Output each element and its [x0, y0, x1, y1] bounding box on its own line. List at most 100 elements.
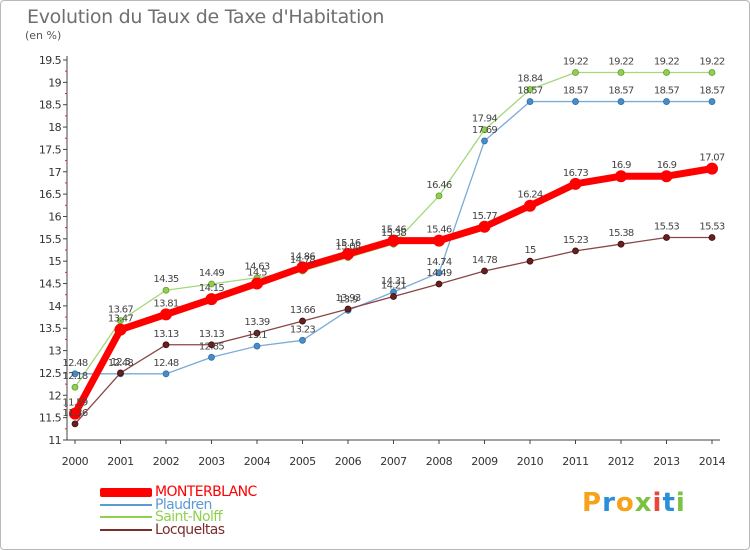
y-tick-label: 14 [48, 300, 61, 313]
data-point [617, 240, 625, 248]
data-label: 13.81 [153, 298, 178, 309]
data-point [251, 277, 263, 290]
logo-letter: o [615, 488, 635, 518]
data-point [117, 369, 124, 377]
y-tick-label: 13 [48, 345, 61, 358]
logo-letter: t [662, 488, 676, 518]
data-label: 19.22 [563, 57, 588, 68]
y-tick-label: 13.5 [39, 322, 62, 335]
data-label: 14.15 [199, 283, 224, 294]
data-point [208, 353, 215, 361]
logo-letter: r [602, 488, 616, 518]
data-point [71, 370, 79, 378]
data-label: 15.53 [654, 221, 679, 232]
data-label: 14.49 [426, 268, 451, 279]
data-label: 13.47 [108, 314, 133, 325]
data-point [205, 293, 218, 306]
data-label: 14.21 [381, 280, 406, 291]
legend-item-plaudren: Plaudren [100, 497, 360, 513]
logo-letter: P [582, 488, 603, 518]
data-point [481, 267, 488, 275]
data-label: 14.49 [199, 268, 224, 279]
data-label: 11.36 [62, 408, 87, 419]
data-point [617, 98, 625, 105]
data-point [526, 86, 534, 93]
data-point [71, 383, 79, 391]
data-point [572, 98, 579, 105]
data-label: 19.22 [699, 57, 724, 68]
legend-item-saint-nolff: Saint-Nolff [100, 509, 360, 525]
data-label: 13.23 [290, 324, 315, 335]
data-point [162, 286, 170, 294]
data-point [615, 170, 627, 183]
data-label: 12.48 [108, 358, 133, 369]
data-label: 19.22 [608, 57, 633, 68]
data-label: 15.46 [381, 225, 406, 236]
data-point [478, 220, 491, 233]
x-tick-label: 2005 [289, 455, 316, 468]
data-label: 17.69 [472, 125, 497, 136]
data-point [390, 293, 397, 300]
x-tick-label: 2009 [471, 455, 498, 468]
data-label: 13.13 [199, 329, 224, 340]
data-label: 16.24 [517, 190, 542, 201]
data-label: 13.66 [290, 305, 315, 316]
data-point [162, 341, 170, 349]
y-tick-label: 11.5 [39, 412, 62, 425]
data-point [663, 69, 670, 76]
y-tick-label: 16 [48, 210, 61, 223]
data-label: 18.57 [608, 86, 633, 97]
data-point [387, 234, 400, 247]
x-tick-label: 2008 [426, 455, 453, 468]
data-point [708, 69, 716, 76]
data-label: 15.38 [381, 228, 406, 239]
data-label: 15.38 [608, 228, 633, 239]
data-label: 12.85 [199, 341, 224, 352]
data-label: 18.57 [517, 86, 542, 97]
data-label: 14.86 [290, 251, 315, 262]
data-point [162, 370, 170, 378]
data-point [208, 341, 215, 349]
y-tick-label: 11 [48, 434, 61, 447]
data-label: 14.74 [426, 257, 451, 268]
data-point [572, 69, 579, 76]
legend-label: Saint-Nolff [155, 509, 223, 525]
data-label: 15.16 [335, 238, 360, 249]
data-point [569, 177, 582, 190]
data-label: 18.57 [699, 86, 724, 97]
x-tick-label: 2003 [198, 455, 225, 468]
data-point [208, 280, 215, 288]
legend-swatch [100, 528, 152, 531]
x-tick-label: 2002 [153, 455, 179, 468]
x-tick-label: 2001 [107, 455, 133, 468]
legend-item-monterblanc: MONTERBLANC [100, 484, 360, 500]
data-point [253, 342, 261, 350]
data-label: 14.63 [244, 262, 269, 273]
y-tick-label: 12 [48, 389, 61, 402]
data-point [435, 269, 443, 277]
data-point [69, 407, 81, 420]
data-point [572, 247, 579, 255]
legend-label: Locqueltas [155, 521, 225, 538]
data-point [706, 162, 718, 175]
x-tick-label: 2013 [653, 455, 680, 468]
data-point [253, 329, 261, 337]
data-label: 18.84 [517, 74, 542, 85]
data-point [481, 126, 488, 134]
data-label: 15.77 [472, 211, 497, 222]
data-point [663, 98, 670, 105]
data-label: 18.57 [654, 86, 679, 97]
data-point [299, 336, 306, 344]
data-label: 15 [524, 245, 536, 256]
data-point [617, 69, 625, 76]
data-point [526, 257, 534, 265]
data-label: 12.5 [111, 357, 131, 368]
legend-swatch [100, 487, 152, 497]
data-point [708, 98, 716, 105]
data-point [160, 308, 172, 321]
data-label: 12.18 [62, 371, 87, 382]
y-tick-label: 16.5 [39, 188, 62, 201]
data-label: 11.59 [62, 398, 87, 409]
